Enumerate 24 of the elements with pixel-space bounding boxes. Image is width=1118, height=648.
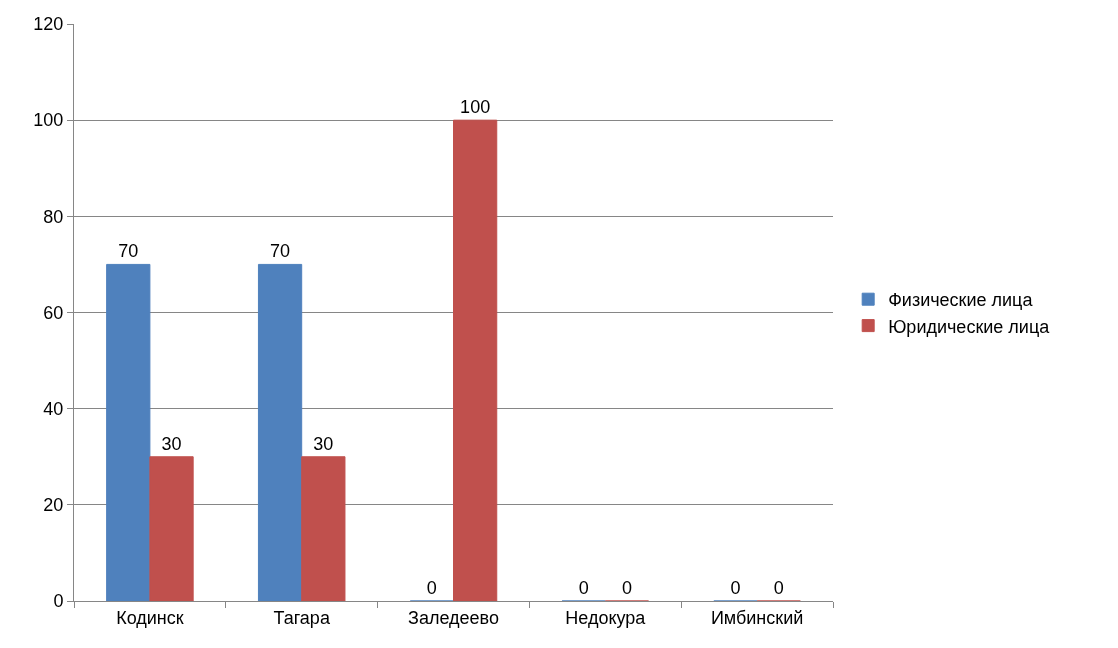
data-label: 0: [578, 578, 589, 598]
data-label: 70: [118, 241, 139, 262]
x-tick-label: Заледеево: [408, 607, 499, 628]
x-tick-label: Имбинский: [710, 607, 804, 628]
data-label: 70: [270, 241, 291, 262]
legend-label: Юридические лица: [888, 316, 1051, 337]
y-tick-label: 60: [43, 302, 64, 323]
y-tick-label: 120: [33, 14, 64, 35]
y-tick-label: 20: [43, 495, 64, 516]
data-label: 30: [161, 433, 182, 454]
legend-label: Физические лица: [888, 290, 1034, 311]
x-tick-label: Кодинск: [116, 607, 184, 628]
y-tick-label: 0: [53, 591, 64, 612]
data-label: 100: [460, 97, 491, 118]
data-label: 0: [730, 578, 741, 598]
data-label: 30: [313, 433, 334, 454]
y-tick-label: 100: [33, 110, 64, 131]
x-tick-label: Тагара: [273, 607, 331, 628]
y-tick-label: 40: [43, 398, 64, 419]
data-label: 0: [773, 578, 784, 598]
y-tick-label: 80: [43, 206, 64, 227]
data-label: 0: [621, 578, 632, 598]
data-label: 0: [426, 578, 437, 598]
x-tick-label: Недокура: [565, 607, 647, 628]
